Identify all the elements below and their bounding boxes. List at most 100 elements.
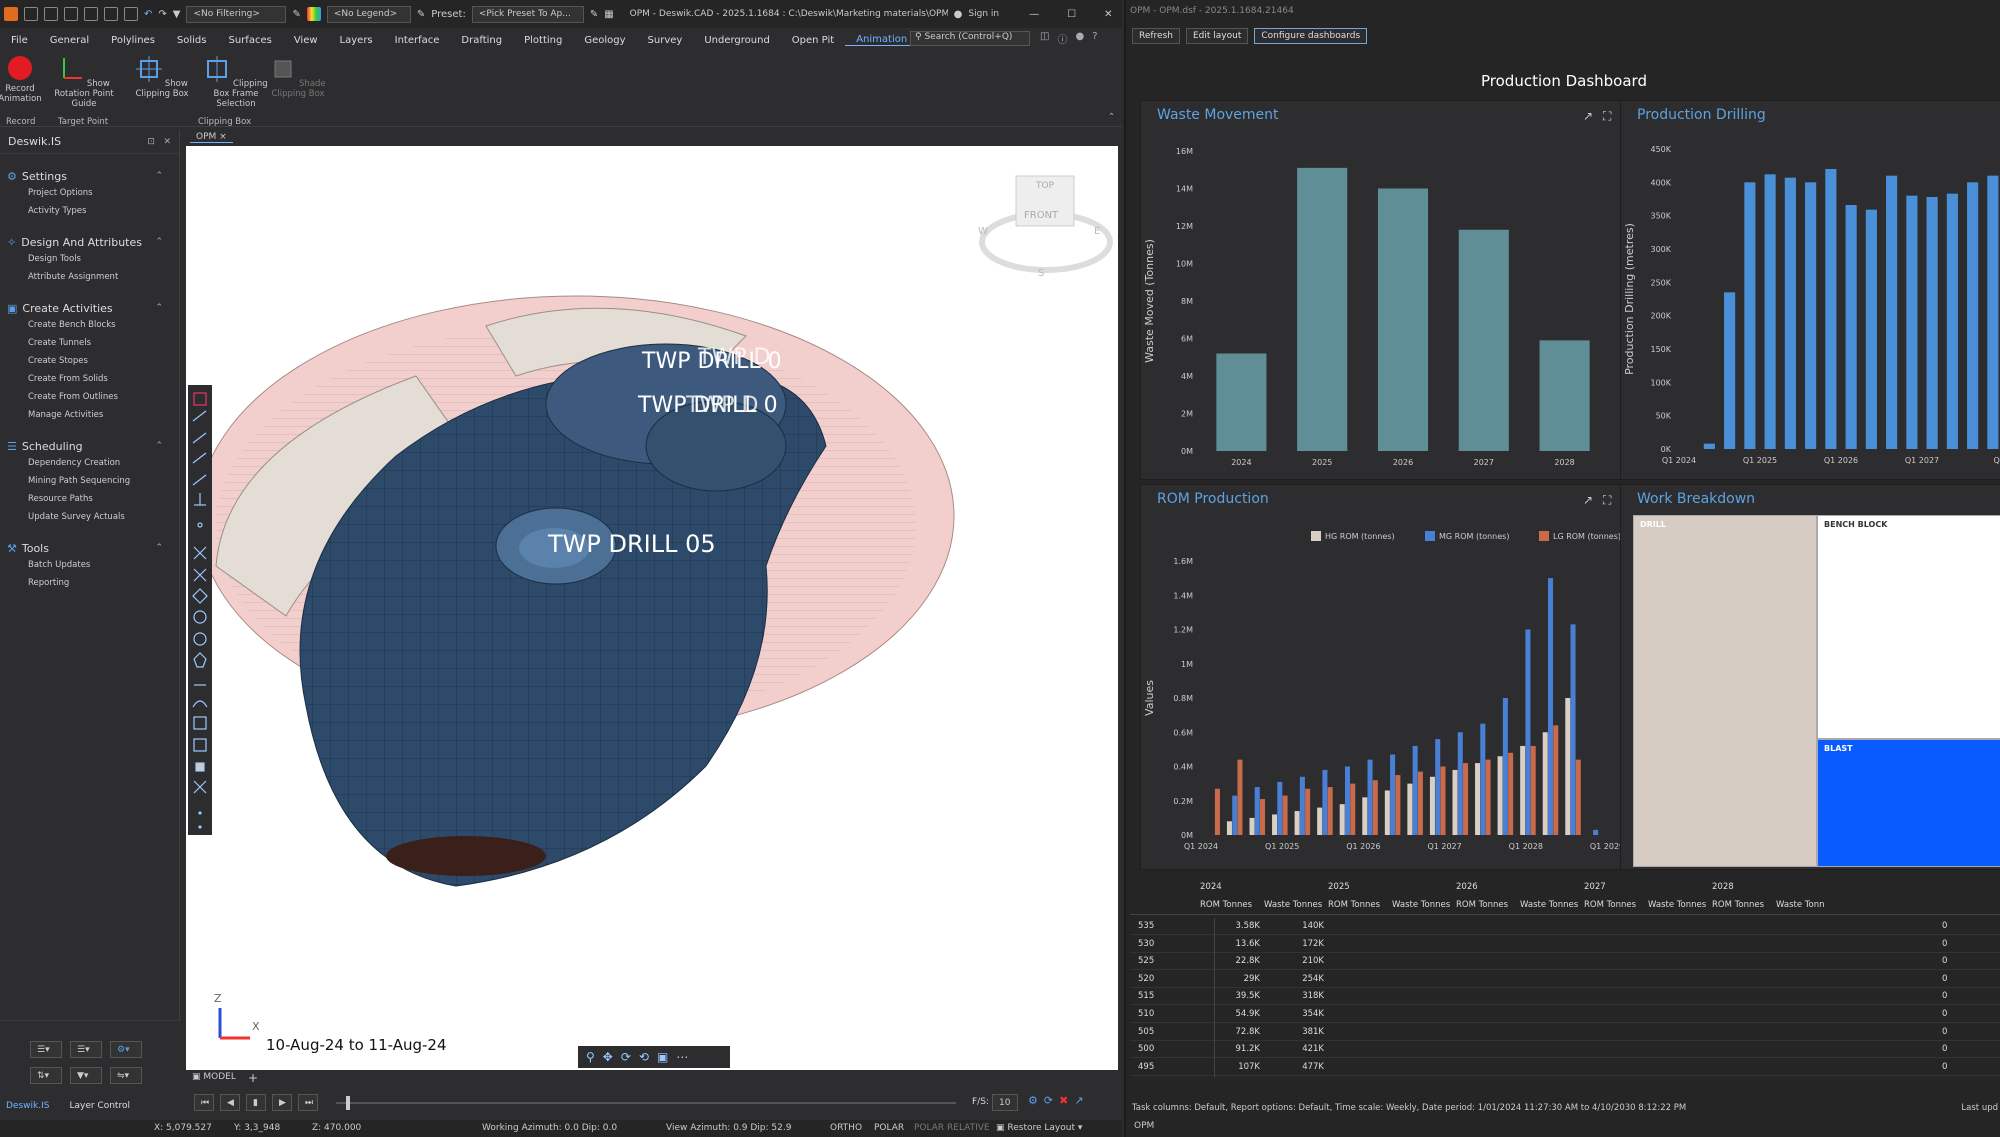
refresh-icon[interactable]: ⟳: [1043, 1094, 1054, 1107]
timeline-handle[interactable]: [346, 1096, 350, 1110]
section-item[interactable]: Create From Outlines: [28, 392, 118, 402]
collapse-icon[interactable]: ⌃: [155, 171, 163, 181]
section-item[interactable]: Create Tunnels: [28, 338, 92, 348]
collapse-icon[interactable]: ⌃: [155, 303, 163, 313]
section-item[interactable]: Update Survey Actuals: [28, 512, 125, 522]
menu-file[interactable]: File: [11, 34, 28, 46]
more-icon[interactable]: ⋯: [676, 1050, 689, 1064]
menu-underground[interactable]: Underground: [704, 34, 770, 46]
polar-relative-toggle[interactable]: POLAR RELATIVE: [914, 1123, 990, 1133]
table-row[interactable]: 535 3.58K 140K 0: [1130, 918, 2000, 935]
menu-drafting[interactable]: Drafting: [461, 34, 503, 46]
menu-polylines[interactable]: Polylines: [111, 34, 155, 46]
play-icon[interactable]: ▮: [246, 1094, 266, 1111]
table-row[interactable]: 495 107K 477K 0: [1130, 1059, 2000, 1076]
configure-dashboards-button[interactable]: Configure dashboards: [1254, 28, 1368, 44]
section-header[interactable]: ▣ Create Activities ⌃: [0, 300, 179, 316]
account-icon[interactable]: ●: [1075, 31, 1085, 42]
tab-model[interactable]: ▣ MODEL: [192, 1072, 236, 1082]
collapse-ribbon-icon[interactable]: ⌃: [1108, 112, 1116, 122]
section-item[interactable]: Dependency Creation: [28, 458, 121, 468]
skip-end-icon[interactable]: ⏭: [298, 1094, 318, 1111]
tab-layer-control[interactable]: Layer Control: [69, 1101, 130, 1111]
section-header[interactable]: ✧ Design And Attributes ⌃: [0, 234, 179, 250]
show-rotation-button[interactable]: Show Rotation Point Guide: [52, 56, 116, 109]
section-item[interactable]: Batch Updates: [28, 560, 91, 570]
section-item[interactable]: Design Tools: [28, 254, 81, 264]
step-forward-icon[interactable]: ▶: [272, 1094, 292, 1111]
new-file-icon[interactable]: [24, 7, 38, 21]
section-item[interactable]: Resource Paths: [28, 494, 93, 504]
zoom-icon[interactable]: ⚲: [586, 1050, 595, 1064]
edit-pencil-icon[interactable]: ✎: [416, 8, 426, 20]
tab-opm-dashboard[interactable]: OPM: [1134, 1121, 1155, 1131]
pan-icon[interactable]: ✥: [602, 1050, 613, 1064]
section-item[interactable]: Activity Types: [28, 206, 87, 216]
menu-view[interactable]: View: [293, 34, 318, 46]
menu-surfaces[interactable]: Surfaces: [228, 34, 272, 46]
rotate-icon[interactable]: ⟲: [638, 1050, 649, 1064]
view-cube[interactable]: TOP FRONT W E S: [978, 175, 1113, 279]
export-icon[interactable]: ↗: [1583, 109, 1594, 123]
section-item[interactable]: Create Stopes: [28, 356, 88, 366]
table-row[interactable]: 510 54.9K 354K 0: [1130, 1006, 2000, 1023]
3d-viewport[interactable]: TWP DRILL 0 TWP D TWP DRILL 0 TWP D TWP …: [186, 146, 1118, 1070]
clipping-frame-button[interactable]: Clipping Box Frame Selection: [204, 56, 268, 109]
table-row[interactable]: 505 72.8K 381K 0: [1130, 1024, 2000, 1041]
table-row[interactable]: 515 39.5K 318K 0: [1130, 988, 2000, 1006]
print-icon[interactable]: [84, 7, 98, 21]
folder-icon[interactable]: [124, 7, 138, 21]
edit-pencil-icon[interactable]: ✎: [589, 8, 599, 20]
menu-general[interactable]: General: [49, 34, 90, 46]
filter-tool-button[interactable]: ▼▾: [70, 1067, 102, 1084]
redo-icon[interactable]: ↷: [158, 8, 167, 20]
menu-animation[interactable]: Animation: [845, 34, 919, 46]
select-tool-button[interactable]: ⇋▾: [110, 1067, 142, 1084]
show-clipping-button[interactable]: Show Clipping Box: [124, 56, 200, 99]
snap-tool-button[interactable]: ⇅▾: [30, 1067, 62, 1084]
table-row[interactable]: 500 91.2K 421K 0: [1130, 1041, 2000, 1059]
treemap-drill[interactable]: DRILL: [1633, 515, 1817, 867]
toolstrip-icons[interactable]: [188, 385, 212, 835]
skip-start-icon[interactable]: ⏮: [194, 1094, 214, 1111]
table-row[interactable]: 530 13.6K 172K 0: [1130, 936, 2000, 953]
open-folder-icon[interactable]: [44, 7, 58, 21]
server-icon[interactable]: ◫: [1040, 31, 1050, 42]
filter-combo[interactable]: <No Filtering>: [186, 5, 287, 23]
menu-open-pit[interactable]: Open Pit: [791, 34, 835, 46]
section-item[interactable]: Mining Path Sequencing: [28, 476, 131, 486]
section-item[interactable]: Project Options: [28, 188, 93, 198]
distribute-tool-button[interactable]: ☰▾: [70, 1041, 102, 1058]
menu-interface[interactable]: Interface: [394, 34, 440, 46]
ortho-toggle[interactable]: ORTHO: [830, 1123, 863, 1133]
menu-plotting[interactable]: Plotting: [524, 34, 563, 46]
pin-icon[interactable]: ⊡: [147, 136, 155, 147]
expand-icon[interactable]: ⛶: [1603, 109, 1612, 123]
filter-icon[interactable]: ▼: [172, 8, 181, 20]
section-item[interactable]: Create From Solids: [28, 374, 108, 384]
info-icon[interactable]: ⓘ: [1057, 35, 1068, 46]
expand-icon[interactable]: ⛶: [1603, 493, 1612, 507]
menu-solids[interactable]: Solids: [176, 34, 207, 46]
section-header[interactable]: ⚒ Tools ⌃: [0, 540, 179, 556]
collapse-icon[interactable]: ⌃: [155, 237, 163, 247]
stop-icon[interactable]: ✖: [1059, 1094, 1069, 1107]
search-input[interactable]: ⚲ Search (Control+Q): [910, 31, 1030, 46]
user-icon[interactable]: ●: [953, 8, 963, 20]
menu-layers[interactable]: Layers: [339, 34, 373, 46]
gear-icon[interactable]: ⚙▾: [110, 1041, 142, 1058]
close-button[interactable]: ✕: [1104, 8, 1113, 20]
menu-geology[interactable]: Geology: [584, 34, 626, 46]
align-tool-button[interactable]: ☰▾: [30, 1041, 62, 1058]
export-icon[interactable]: ↗: [1074, 1094, 1084, 1107]
section-item[interactable]: Attribute Assignment: [28, 272, 119, 282]
viewcube-top[interactable]: TOP: [1035, 181, 1055, 191]
export-icon[interactable]: ↗: [1583, 493, 1594, 507]
edit-layout-button[interactable]: Edit layout: [1186, 28, 1249, 44]
collapse-icon[interactable]: ⌃: [155, 543, 163, 553]
edit-pencil-icon[interactable]: ✎: [292, 8, 301, 20]
step-back-icon[interactable]: ◀: [220, 1094, 240, 1111]
viewcube-front[interactable]: FRONT: [1024, 210, 1059, 221]
undo-icon[interactable]: ↶: [144, 8, 153, 20]
tab-deswik-is[interactable]: Deswik.IS: [6, 1101, 50, 1111]
